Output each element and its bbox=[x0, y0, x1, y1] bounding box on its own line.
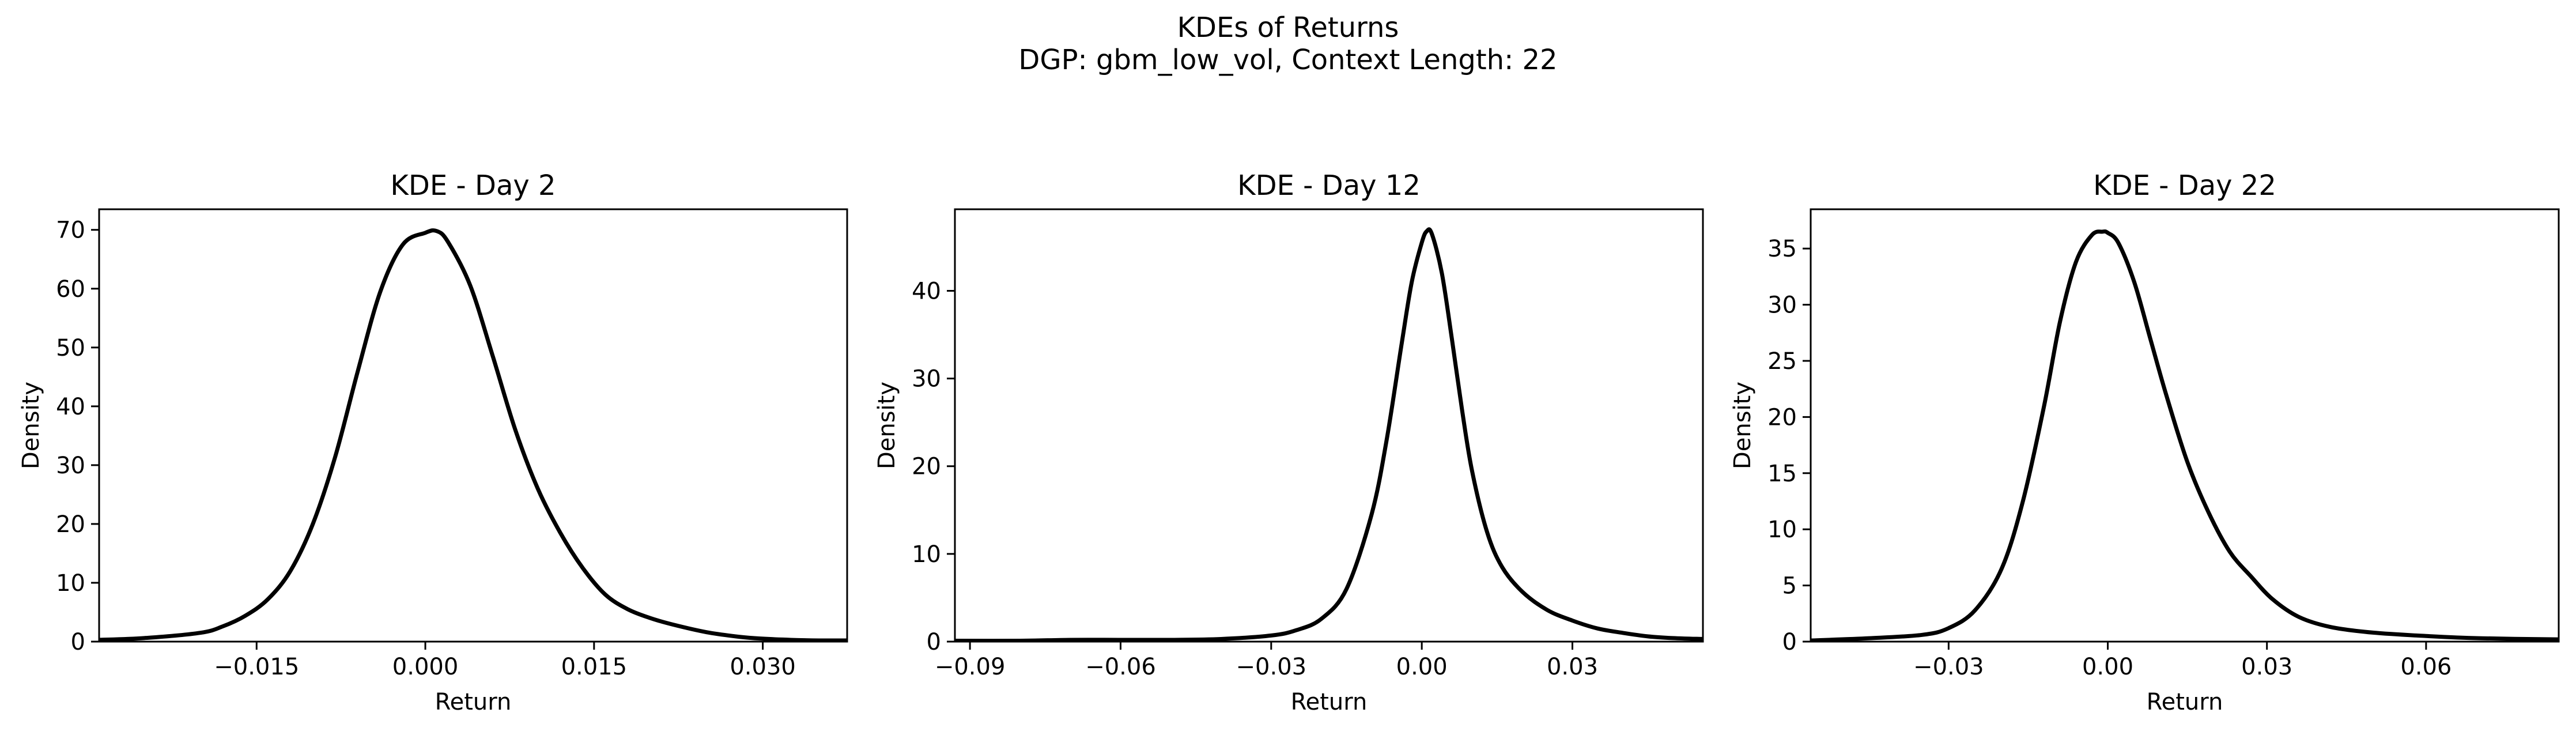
x-tick-label: 0.06 bbox=[2400, 654, 2452, 680]
x-tick-label: 0.03 bbox=[2241, 654, 2292, 680]
y-tick-label: 10 bbox=[56, 570, 85, 597]
y-tick-label: 60 bbox=[56, 276, 85, 303]
x-tick-label: −0.03 bbox=[1913, 654, 1984, 680]
x-tick-label: −0.015 bbox=[214, 654, 299, 680]
x-tick-label: 0.00 bbox=[1396, 654, 1448, 680]
kde-density-line bbox=[955, 227, 1703, 642]
y-tick-label: 30 bbox=[56, 453, 85, 479]
y-tick-label: 25 bbox=[1767, 348, 1797, 375]
x-tick-label: 0.015 bbox=[561, 654, 628, 680]
x-tick-label: 0.030 bbox=[730, 654, 796, 680]
y-tick-label: 10 bbox=[1767, 517, 1797, 543]
x-tick-label: −0.03 bbox=[1236, 654, 1307, 680]
subplots: KDE - Day 2−0.015 0.000 0.015 0.03001020304… bbox=[18, 169, 2560, 715]
x-tick-label: 0.000 bbox=[392, 654, 459, 680]
y-tick-label: 70 bbox=[56, 217, 85, 244]
subplot-2: KDE - Day 12 −0.09 −0.06 −0.03 0.00 0.03 0 10 20… bbox=[874, 169, 1704, 715]
x-axis-label: Return bbox=[1291, 689, 1368, 715]
y-axis-label: Density bbox=[874, 382, 900, 469]
subplot-3: KDE - Day 22 −0.03 0.00 0.03 0.06 0 5 10 15 20 25 3… bbox=[1729, 169, 2560, 715]
y-tick-label: 5 bbox=[1782, 573, 1797, 600]
y-tick-label: 15 bbox=[1767, 461, 1797, 487]
y-tick-label: 40 bbox=[56, 394, 85, 420]
y-tick-label: 0 bbox=[1782, 629, 1797, 655]
y-tick-label: 35 bbox=[1767, 236, 1797, 262]
subplot-title: KDE - Day 22 bbox=[2093, 169, 2276, 202]
y-axis-label: Density bbox=[18, 382, 44, 469]
y-tick-label: 30 bbox=[1767, 292, 1797, 319]
x-tick-label: −0.09 bbox=[935, 654, 1006, 680]
subplot-1: KDE - Day 2 −0.015 0.000 0.015 0.030 0 10 20 30 4… bbox=[18, 169, 848, 715]
y-tick-label: 40 bbox=[912, 278, 941, 304]
x-tick-label: 0.00 bbox=[2082, 654, 2133, 680]
figure-title: KDEs of Returns bbox=[1177, 12, 1399, 44]
x-tick-label: −0.06 bbox=[1085, 654, 1156, 680]
y-tick-label: 10 bbox=[912, 541, 941, 568]
y-tick-label: 20 bbox=[1767, 404, 1797, 431]
y-tick-label: 50 bbox=[56, 335, 85, 361]
y-tick-label: 0 bbox=[927, 629, 941, 655]
subplot-title: KDE - Day 12 bbox=[1237, 169, 1421, 202]
axes-frame bbox=[1810, 208, 2560, 643]
y-tick-label: 20 bbox=[56, 511, 85, 538]
axes-frame bbox=[98, 208, 848, 643]
subplot-title: KDE - Day 2 bbox=[390, 169, 556, 202]
kde-density-line bbox=[99, 228, 847, 642]
x-tick-label: 0.03 bbox=[1547, 654, 1598, 680]
x-axis-label: Return bbox=[435, 689, 512, 715]
y-tick-label: 30 bbox=[912, 366, 941, 393]
y-tick-label: 0 bbox=[71, 629, 85, 655]
axes-frame bbox=[954, 208, 1704, 643]
x-axis-label: Return bbox=[2147, 689, 2223, 715]
y-tick-label: 20 bbox=[912, 454, 941, 480]
figure-subtitle: DGP: gbm_low_vol, Context Length: 22 bbox=[1018, 44, 1557, 76]
y-axis-label: Density bbox=[1729, 382, 1756, 469]
kde-density-line bbox=[1811, 229, 2559, 642]
